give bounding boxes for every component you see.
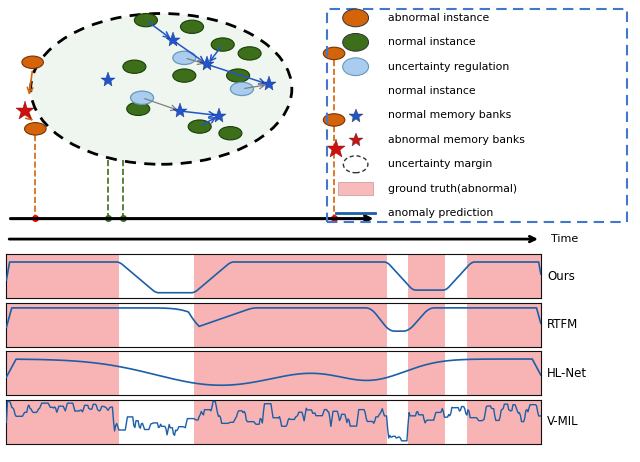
Circle shape [342,58,369,76]
Circle shape [238,47,261,60]
Bar [467,351,542,395]
Bar [408,400,445,444]
Text: Ours: Ours [547,269,575,283]
Circle shape [230,82,253,96]
Text: normal instance: normal instance [388,37,476,47]
Bar [6,254,119,298]
Bar [6,303,119,346]
Bar [194,351,387,395]
Text: abnormal memory banks: abnormal memory banks [388,135,525,145]
Circle shape [123,60,146,73]
Circle shape [342,9,369,27]
Text: uncertainty margin: uncertainty margin [388,159,492,169]
Text: normal instance: normal instance [388,86,476,96]
Text: RTFM: RTFM [547,318,579,331]
Circle shape [188,120,211,133]
Bar [408,254,445,298]
Bar [194,254,387,298]
Text: V-MIL: V-MIL [547,415,579,428]
Bar [194,400,387,444]
Circle shape [323,47,345,60]
Circle shape [173,51,196,65]
Text: ground truth(abnormal): ground truth(abnormal) [388,184,517,194]
Circle shape [219,127,242,140]
Circle shape [134,13,157,27]
Circle shape [323,114,345,126]
Circle shape [211,38,234,51]
Circle shape [31,13,292,164]
Bar [6,351,119,395]
Circle shape [22,56,44,68]
Bar [408,303,445,346]
Bar [467,303,542,346]
Text: HL-Net: HL-Net [547,366,588,380]
FancyBboxPatch shape [338,182,373,195]
Text: abnormal instance: abnormal instance [388,13,489,23]
Bar [408,351,445,395]
Circle shape [127,102,150,116]
Text: Time: Time [552,234,579,244]
Circle shape [173,69,196,82]
Circle shape [342,33,369,51]
Bar [467,254,542,298]
Bar [467,400,542,444]
Text: normal memory banks: normal memory banks [388,110,511,121]
Circle shape [131,91,154,104]
Bar [6,400,119,444]
Circle shape [24,122,46,135]
Circle shape [180,20,204,33]
Circle shape [227,69,250,82]
Text: anomaly prediction: anomaly prediction [388,208,493,218]
Text: uncertainty regulation: uncertainty regulation [388,62,509,72]
Bar [194,303,387,346]
